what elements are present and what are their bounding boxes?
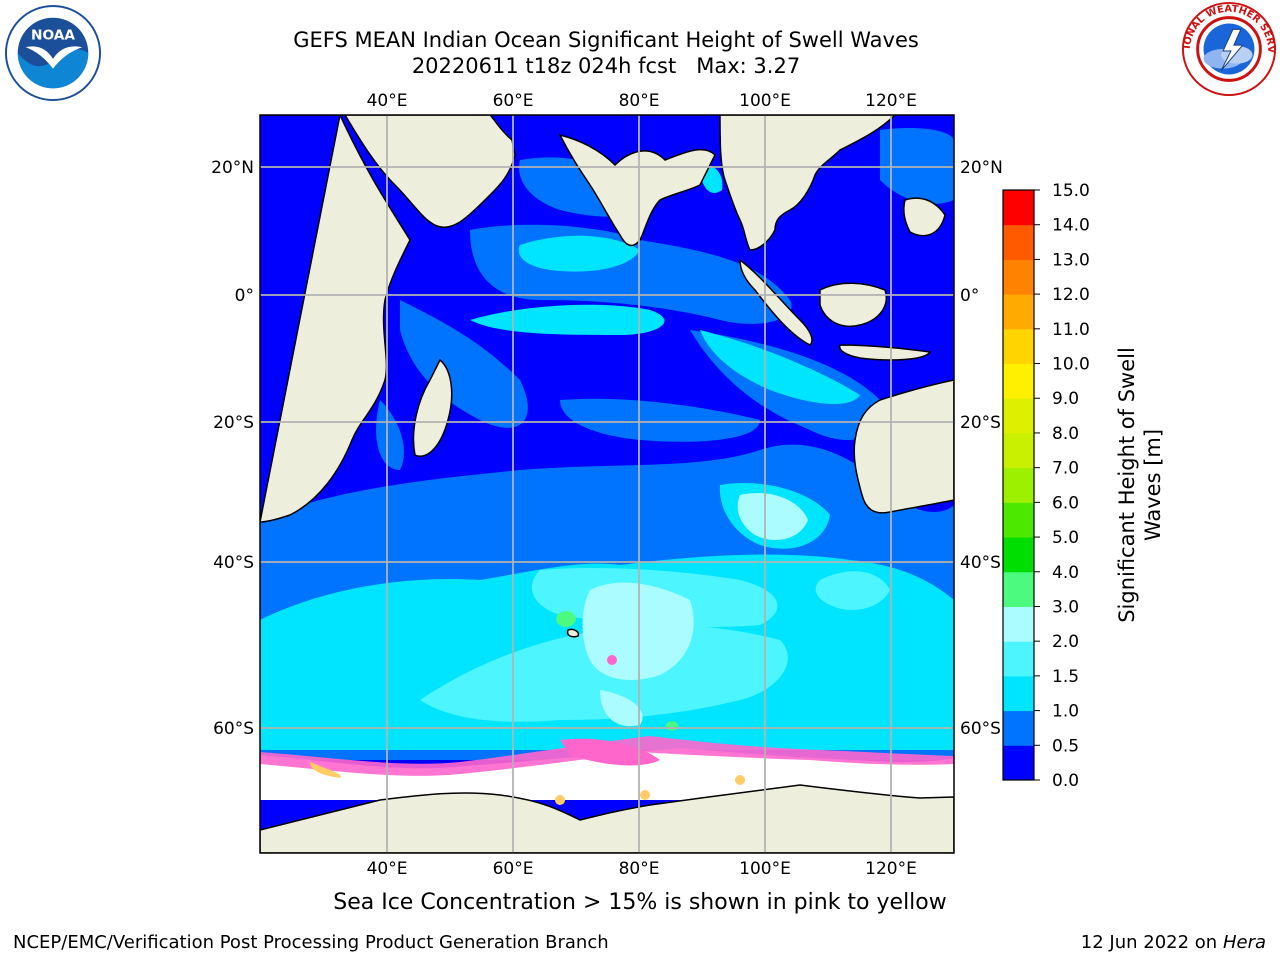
colorbar-tick-label: 15.0	[1052, 181, 1090, 201]
colorbar-segment	[1003, 190, 1034, 226]
colorbar-segment	[1003, 328, 1034, 365]
footer-branch: NCEP/EMC/Verification Post Processing Pr…	[13, 932, 609, 953]
colorbar-segment	[1003, 259, 1034, 295]
lat-label: 20°N	[211, 158, 254, 178]
lat-label: 20°S	[213, 413, 254, 433]
colorbar-segment	[1003, 224, 1034, 260]
lon-label: 120°E	[865, 91, 917, 111]
colorbar-segment	[1003, 294, 1034, 330]
colorbar-segment	[1003, 606, 1034, 642]
lon-labels-top: 40°E 60°E 80°E 100°E 120°E	[367, 91, 917, 111]
lat-label: 0°	[235, 286, 254, 306]
colorbar-tick-label: 0.0	[1052, 771, 1079, 791]
colorbar-tick-label: 11.0	[1052, 320, 1090, 340]
colorbar-tick-label: 8.0	[1052, 424, 1079, 444]
colorbar-segment	[1003, 571, 1034, 607]
max-value: Max: 3.27	[696, 54, 801, 78]
colorbar-segment	[1003, 363, 1034, 399]
colorbar-tick-label: 9.0	[1052, 389, 1079, 409]
noaa-logo-text: NOAA	[31, 27, 75, 43]
lat-labels-right: 20°N 0° 20°S 40°S 60°S	[960, 158, 1003, 739]
colorbar-segment	[1003, 537, 1034, 573]
lon-label: 120°E	[865, 859, 917, 879]
lat-label: 20°N	[960, 158, 1003, 178]
chart-title: GEFS MEAN Indian Ocean Significant Heigh…	[293, 28, 919, 52]
colorbar-segment	[1003, 675, 1034, 712]
colorbar-tick-label: 1.0	[1052, 702, 1079, 722]
colorbar-tick-label: 10.0	[1052, 355, 1090, 375]
footer-date: 12 Jun 2022 on Hera	[1081, 932, 1266, 953]
colorbar-tick-label: 12.0	[1052, 285, 1090, 305]
colorbar-segment	[1003, 432, 1034, 469]
colorbar-tick-label: 14.0	[1052, 216, 1090, 236]
gridlines	[260, 115, 954, 853]
noaa-logo-icon: NOAA	[4, 4, 102, 102]
chart-subtitle: 20220611 t18z 024h fcst Max: 3.27	[0, 53, 1212, 79]
land-masses	[260, 115, 954, 853]
colorbar-tick-label: 13.0	[1052, 250, 1090, 270]
footer-machine: Hera	[1222, 932, 1266, 953]
lon-label: 80°E	[619, 859, 660, 879]
lon-label: 100°E	[739, 859, 791, 879]
colorbar-tick-label: 0.5	[1052, 736, 1079, 756]
colorbar-segment	[1003, 502, 1034, 538]
lon-labels-bottom: 40°E 60°E 80°E 100°E 120°E	[367, 859, 917, 879]
lat-label: 40°S	[213, 553, 254, 573]
colorbar-tick-label: 6.0	[1052, 493, 1079, 513]
colorbar-segment	[1003, 467, 1034, 503]
lon-label: 100°E	[739, 91, 791, 111]
lon-label: 80°E	[619, 91, 660, 111]
lat-label: 40°S	[960, 553, 1001, 573]
lon-label: 60°E	[493, 859, 534, 879]
colorbar-frame	[1002, 189, 1035, 781]
lon-label: 40°E	[367, 91, 408, 111]
lat-label: 20°S	[960, 413, 1001, 433]
colorbar-tick-label: 1.5	[1052, 667, 1079, 687]
colorbar-segment	[1003, 398, 1034, 434]
colorbar-title-line2: Waves [m]	[1141, 428, 1165, 542]
lon-label: 40°E	[367, 859, 408, 879]
lat-label: 60°S	[213, 719, 254, 739]
map-frame	[259, 114, 955, 854]
colorbar-segment	[1003, 710, 1034, 746]
sea-ice-note: Sea Ice Concentration > 15% is shown in …	[333, 890, 947, 915]
colorbar-tick-label: 4.0	[1052, 563, 1079, 583]
colorbar-segment	[1003, 745, 1034, 781]
colorbar-tick-label: 7.0	[1052, 459, 1079, 479]
footer-date-text: 12 Jun 2022 on	[1080, 932, 1218, 953]
colorbar-tick-label: 5.0	[1052, 528, 1079, 548]
forecast-run: 20220611 t18z 024h fcst	[411, 54, 677, 78]
colorbar-tick-label: 3.0	[1052, 597, 1079, 617]
colorbar-segment	[1003, 641, 1034, 677]
lat-labels-left: 20°N 0° 20°S 40°S 60°S	[211, 158, 254, 739]
lon-label: 60°E	[493, 91, 534, 111]
lat-label: 0°	[960, 286, 979, 306]
nws-logo-icon: NATIONAL WEATHER SERVICE	[1180, 0, 1276, 97]
colorbar-title-line1: Significant Height of Swell	[1115, 347, 1139, 623]
lat-label: 60°S	[960, 719, 1001, 739]
colorbar-tick-label: 2.0	[1052, 632, 1079, 652]
